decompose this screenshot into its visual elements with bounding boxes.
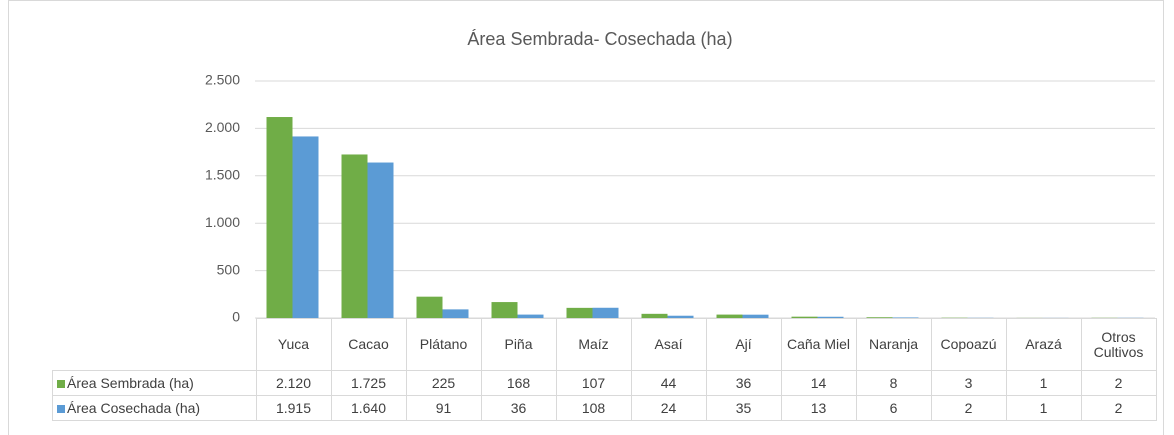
x-tick-label: Ají bbox=[705, 318, 782, 371]
bar bbox=[817, 316, 844, 318]
data-label: 35 bbox=[705, 395, 782, 421]
bar bbox=[566, 307, 593, 318]
legend-entry: Área Sembrada (ha) bbox=[52, 370, 257, 396]
x-tick-label: Naranja bbox=[855, 318, 932, 371]
data-label: 1 bbox=[1005, 395, 1082, 421]
bar bbox=[416, 296, 443, 318]
data-label: 14 bbox=[780, 370, 857, 396]
data-label: 13 bbox=[780, 395, 857, 421]
x-tick-label: Maíz bbox=[555, 318, 632, 371]
data-label: 36 bbox=[705, 370, 782, 396]
legend-label: Área Sembrada (ha) bbox=[67, 374, 194, 391]
data-label: 36 bbox=[480, 395, 557, 421]
y-tick-label: 2.000 bbox=[205, 119, 240, 135]
bar bbox=[742, 314, 769, 318]
x-tick-label: Arazá bbox=[1005, 318, 1082, 371]
x-tick-label: Piña bbox=[480, 318, 557, 371]
legend-swatch bbox=[57, 404, 65, 413]
x-tick-label: Caña Miel bbox=[780, 318, 857, 371]
data-label: 44 bbox=[630, 370, 707, 396]
data-table: Yuca Cacao Plátano Piña Maíz Asaí Ají Caña Miel… bbox=[52, 318, 1157, 421]
data-label: 108 bbox=[555, 395, 632, 421]
bar bbox=[266, 117, 293, 318]
x-tick-label: Plátano bbox=[405, 318, 482, 371]
chart-title: Área Sembrada- Cosechada (ha) bbox=[467, 29, 732, 49]
chart-border bbox=[8, 0, 1164, 435]
data-label: 1.640 bbox=[330, 395, 407, 421]
data-label: 8 bbox=[855, 370, 932, 396]
data-label: 2 bbox=[1080, 395, 1157, 421]
data-label: 1.725 bbox=[330, 370, 407, 396]
legend-entry: Área Cosechada (ha) bbox=[52, 395, 257, 421]
bar bbox=[791, 316, 818, 318]
bar bbox=[716, 314, 743, 318]
x-tick-label: Cacao bbox=[330, 318, 407, 371]
legend-label: Área Cosechada (ha) bbox=[67, 399, 201, 416]
data-label: 6 bbox=[855, 395, 932, 421]
data-label: 24 bbox=[630, 395, 707, 421]
data-label: 2 bbox=[1080, 370, 1157, 396]
table-row: Área Sembrada (ha) 2.120 1.725 225 168 107 44 3… bbox=[52, 370, 1157, 396]
data-label: 91 bbox=[405, 395, 482, 421]
y-tick-label: 0 bbox=[232, 309, 240, 325]
x-tick-label: Asaí bbox=[630, 318, 707, 371]
data-label: 1.915 bbox=[255, 395, 332, 421]
bar bbox=[341, 154, 368, 318]
table-corner bbox=[52, 318, 257, 371]
x-tick-label: Yuca bbox=[255, 318, 332, 371]
bar bbox=[592, 307, 619, 318]
table-row: Área Cosechada (ha) 1.915 1.640 91 36 108 24 35… bbox=[52, 395, 1157, 421]
data-label: 3 bbox=[930, 370, 1007, 396]
x-tick-label: Copoazú bbox=[930, 318, 1007, 371]
y-tick-label: 1.500 bbox=[205, 167, 240, 183]
x-tick-label: Otros Cultivos bbox=[1080, 318, 1157, 371]
bar bbox=[292, 136, 319, 318]
data-label: 1 bbox=[1005, 370, 1082, 396]
bar bbox=[892, 317, 919, 318]
y-tick-label: 500 bbox=[217, 261, 241, 277]
bar bbox=[866, 317, 893, 318]
data-label: 2 bbox=[930, 395, 1007, 421]
y-tick-label: 1.000 bbox=[205, 214, 240, 230]
bar bbox=[667, 315, 694, 318]
table-row: Yuca Cacao Plátano Piña Maíz Asaí Ají Caña Miel… bbox=[52, 318, 1157, 371]
data-label: 2.120 bbox=[255, 370, 332, 396]
bar bbox=[641, 313, 668, 318]
bar bbox=[442, 309, 469, 318]
data-label: 107 bbox=[555, 370, 632, 396]
data-label: 225 bbox=[405, 370, 482, 396]
y-tick-label: 2.500 bbox=[205, 72, 240, 88]
bar bbox=[367, 162, 394, 318]
legend-swatch bbox=[57, 379, 65, 388]
bar bbox=[517, 314, 544, 318]
data-label: 168 bbox=[480, 370, 557, 396]
bar bbox=[491, 302, 518, 318]
